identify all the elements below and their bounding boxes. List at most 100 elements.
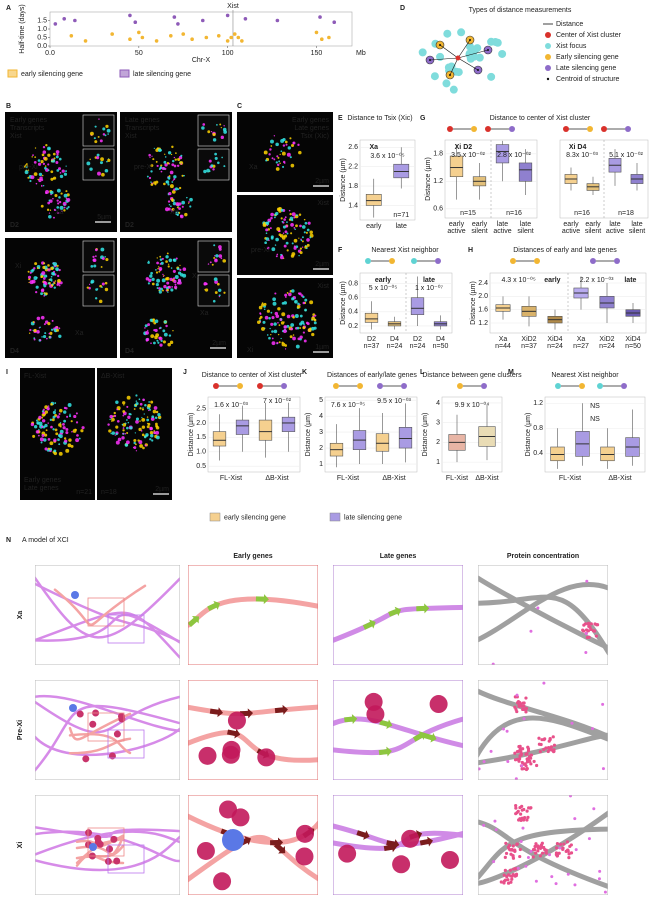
signal	[106, 160, 108, 163]
transcription-arrow	[270, 837, 284, 848]
signal	[53, 262, 58, 267]
panel-title: Distance between gene clusters	[422, 372, 522, 379]
y-tick-label: 3	[436, 420, 440, 427]
signal	[100, 247, 105, 252]
legend-label: late silencing gene	[344, 514, 402, 521]
protein	[592, 807, 596, 811]
signal	[62, 426, 66, 430]
box	[600, 446, 615, 462]
signal	[80, 429, 84, 433]
signal	[105, 124, 109, 129]
y-tick-label: 1.5	[37, 17, 47, 24]
y-tick-label: 0.6	[348, 295, 358, 302]
signal	[277, 333, 280, 336]
signal	[275, 167, 280, 171]
point	[190, 37, 194, 41]
signal	[159, 258, 163, 261]
transcription-arrow	[255, 594, 269, 605]
icon-dot	[534, 258, 540, 264]
signal	[53, 451, 58, 456]
point	[232, 32, 237, 36]
signal	[292, 142, 295, 144]
signal	[70, 420, 73, 423]
category-label: late	[520, 221, 531, 228]
signal	[158, 270, 161, 273]
transcription-arrow	[412, 731, 426, 742]
model-panel	[478, 680, 608, 780]
signal	[59, 432, 62, 435]
signal	[50, 170, 54, 174]
plot-subtitle: Xi D2	[455, 144, 473, 151]
signal	[125, 440, 130, 445]
category-label: Xa	[577, 336, 586, 343]
signal	[170, 288, 174, 292]
signal	[276, 253, 279, 256]
signal	[169, 277, 173, 281]
point	[137, 30, 141, 35]
signal	[212, 168, 215, 171]
signal	[145, 331, 149, 335]
state-label: active	[606, 228, 624, 235]
signal	[159, 417, 161, 420]
signal	[148, 176, 152, 180]
signal	[147, 282, 150, 285]
signal	[280, 150, 283, 153]
signal	[154, 416, 158, 420]
signal	[278, 160, 281, 163]
signal	[215, 254, 219, 258]
protein-cluster	[429, 695, 448, 714]
signal	[280, 255, 284, 260]
signal	[173, 175, 177, 179]
signal	[162, 340, 166, 344]
chromatin	[35, 704, 180, 773]
nucleus-label: pre-Xi	[251, 247, 270, 254]
signal	[281, 151, 286, 156]
protein	[518, 847, 522, 852]
signal	[99, 284, 102, 288]
signal	[117, 437, 122, 442]
signal	[288, 209, 291, 212]
channel-label: Late genes	[294, 125, 329, 132]
signal	[289, 216, 294, 221]
signal	[116, 419, 120, 423]
image-title: ΔB-Xist	[101, 373, 124, 380]
protein	[529, 762, 533, 766]
signal	[52, 152, 56, 156]
signal	[273, 158, 276, 161]
signal	[37, 434, 40, 437]
chromatin	[35, 575, 180, 639]
model-panel	[188, 565, 318, 665]
signal	[126, 419, 128, 421]
signal	[271, 316, 275, 320]
signal	[167, 183, 170, 186]
p-value: 9.9 x 10⁻⁰⁴	[455, 401, 489, 409]
signal	[115, 432, 118, 436]
box	[235, 419, 250, 435]
signal	[163, 320, 167, 324]
column-header: Protein concentration	[507, 553, 579, 560]
channel-label: Transcripts	[10, 125, 45, 132]
signal	[104, 134, 107, 137]
protein	[585, 579, 589, 583]
y-tick-label: 1.0	[196, 449, 206, 456]
signal	[75, 421, 79, 424]
signal	[100, 265, 103, 268]
signal	[167, 200, 171, 203]
signal	[182, 267, 187, 271]
signal	[76, 434, 79, 437]
n-label: n=15	[460, 210, 476, 217]
zoom-box	[107, 844, 145, 874]
plot-subtitle: late	[423, 277, 435, 284]
signal	[135, 420, 139, 424]
signal	[148, 409, 150, 412]
icon-dot	[471, 126, 477, 132]
signal	[171, 190, 176, 194]
signal	[151, 282, 155, 286]
point	[73, 18, 77, 23]
transcription-arrow	[362, 619, 376, 630]
signal	[33, 328, 37, 333]
model-panel	[478, 795, 608, 895]
signal	[295, 224, 298, 228]
box	[281, 416, 296, 432]
icon-dot	[587, 126, 593, 132]
